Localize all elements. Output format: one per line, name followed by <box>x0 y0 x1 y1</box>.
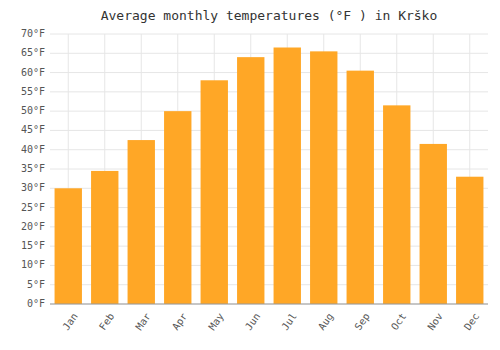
y-tick-label: 0°F <box>27 298 45 309</box>
y-axis: 0°F 5°F 10°F 15°F 20°F 25°F 30°F 35°F 40°F 45°F 50… <box>21 28 45 309</box>
y-tick-label: 45°F <box>21 124 45 135</box>
y-grid-line <box>50 304 488 305</box>
x-tick-label: Apr <box>170 311 189 332</box>
grid <box>50 34 488 304</box>
y-tick-label: 40°F <box>21 144 45 155</box>
bar <box>237 57 264 304</box>
x-tick-label: Nov <box>425 311 444 332</box>
y-grid-line <box>50 91 488 92</box>
bar <box>55 188 82 304</box>
y-tick-label: 10°F <box>21 259 45 270</box>
title: Average monthly temperatures (°F ) in Kr… <box>101 8 438 23</box>
y-tick-label: 35°F <box>21 163 45 174</box>
x-tick-label: Oct <box>389 311 408 332</box>
y-tick-label: 25°F <box>21 202 45 213</box>
bars <box>55 48 484 305</box>
bar <box>164 111 191 304</box>
bar <box>347 71 374 304</box>
x-tick-label: Aug <box>316 311 335 332</box>
x-tick-label: Jan <box>60 311 79 332</box>
chart-container: 0°F 5°F 10°F 15°F 20°F 25°F 30°F 35°F 40°F 45°F 50… <box>0 0 500 350</box>
y-grid-line <box>50 34 488 35</box>
y-tick-label: 60°F <box>21 67 45 78</box>
x-tick-label: Feb <box>97 311 116 332</box>
x-tick-label: Jul <box>279 311 298 332</box>
bar <box>420 144 447 304</box>
bar <box>310 51 337 304</box>
y-tick-label: 50°F <box>21 105 45 116</box>
y-grid-line <box>50 130 488 131</box>
y-grid-line <box>50 53 488 54</box>
bar <box>91 171 118 304</box>
y-grid-line <box>50 111 488 112</box>
y-grid-line <box>50 72 488 73</box>
y-tick-label: 65°F <box>21 47 45 58</box>
bar <box>383 105 410 304</box>
x-tick-label: Jun <box>243 311 262 332</box>
y-tick-label: 20°F <box>21 221 45 232</box>
x-tick-label: Sep <box>352 311 371 332</box>
x-tick-label: Dec <box>462 311 481 332</box>
y-tick-label: 70°F <box>21 28 45 39</box>
bar <box>201 80 228 304</box>
x-axis: Jan Feb Mar Apr May Jun Jul Aug Sep Oct Nov Dec <box>60 311 481 332</box>
bar <box>128 140 155 304</box>
y-tick-label: 15°F <box>21 240 45 251</box>
y-tick-label: 30°F <box>21 182 45 193</box>
x-tick-label: May <box>206 311 225 332</box>
chart: 0°F 5°F 10°F 15°F 20°F 25°F 30°F 35°F 40°F 45°F 50… <box>0 0 500 350</box>
y-tick-label: 5°F <box>27 279 45 290</box>
x-tick-label: Mar <box>133 311 152 332</box>
bar <box>456 177 483 304</box>
bar <box>274 48 301 305</box>
x-axis-line <box>50 304 488 305</box>
y-tick-label: 55°F <box>21 86 45 97</box>
